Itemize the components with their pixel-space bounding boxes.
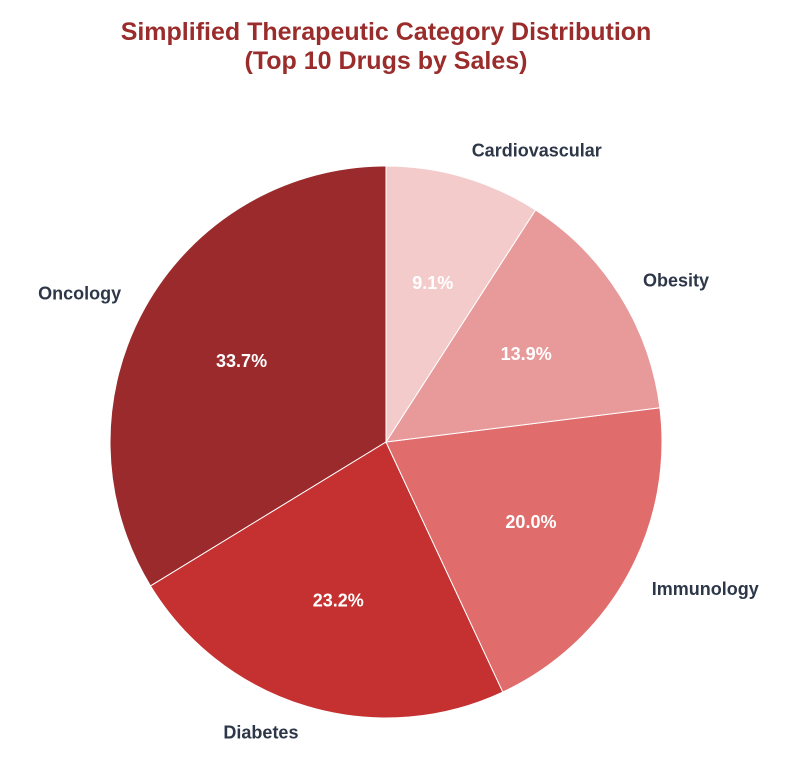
pct-label-cardiovascular: 9.1% xyxy=(412,273,453,293)
pie-slice-cardiovascular xyxy=(385,165,537,444)
pie-slice-oncology xyxy=(109,165,387,587)
slice-label-cardiovascular: Cardiovascular xyxy=(472,141,602,161)
pct-label-immunology: 20.0% xyxy=(505,512,556,532)
pie-slice-immunology xyxy=(385,407,663,693)
pie-slice-obesity xyxy=(385,209,661,443)
slice-label-obesity: Obesity xyxy=(643,270,709,290)
chart-title-line1: Simplified Therapeutic Category Distribu… xyxy=(120,18,652,46)
pct-label-obesity: 13.9% xyxy=(501,344,552,364)
slice-label-oncology: Oncology xyxy=(38,284,121,304)
pct-label-oncology: 33.7% xyxy=(216,351,267,371)
slice-label-immunology: Immunology xyxy=(652,579,759,599)
pie-slice-diabetes xyxy=(149,441,504,719)
pct-label-diabetes: 23.2% xyxy=(313,591,364,611)
slice-label-diabetes: Diabetes xyxy=(223,723,298,743)
chart-title: Simplified Therapeutic Category Distribu… xyxy=(0,18,772,76)
chart-title-line2: (Top 10 Drugs by Sales) xyxy=(244,47,528,75)
